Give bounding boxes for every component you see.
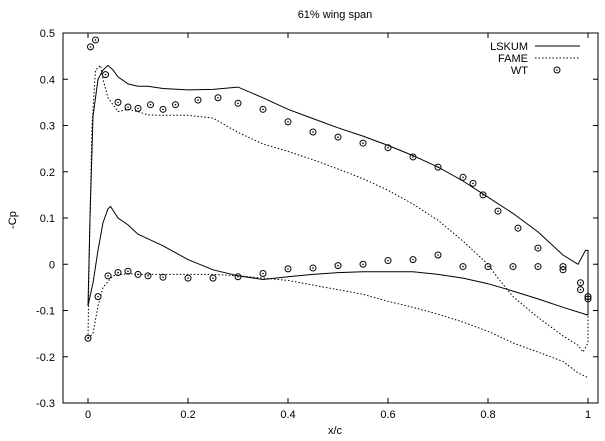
- series-wt-point-center: [387, 147, 389, 149]
- series-wt-point-center: [312, 267, 314, 269]
- series-wt-point-center: [175, 104, 177, 106]
- series-wt-point-center: [312, 131, 314, 133]
- series-wt-point-center: [517, 227, 519, 229]
- series-wt-point-center: [87, 337, 89, 339]
- x-tick-label: 0.8: [480, 409, 495, 421]
- series-wt-point-center: [337, 136, 339, 138]
- series-wt-point-center: [127, 106, 129, 108]
- series-wt-point-center: [412, 156, 414, 158]
- series-wt-point-center: [95, 39, 97, 41]
- series-wt-point-center: [412, 259, 414, 261]
- x-tick-label: 0.6: [380, 409, 395, 421]
- y-tick-label: 0.4: [40, 74, 55, 86]
- series-wt-point-center: [237, 276, 239, 278]
- series-wt-point-center: [150, 104, 152, 106]
- series-wt-point-center: [105, 74, 107, 76]
- series-wt-point-center: [387, 260, 389, 262]
- series-wt-point-center: [362, 142, 364, 144]
- series-wt-point-center: [562, 269, 564, 271]
- x-tick-label: 1: [585, 409, 591, 421]
- y-tick-label: 0.3: [40, 121, 55, 133]
- y-axis-label: -Cp: [7, 211, 19, 229]
- y-tick-label: 0.5: [40, 28, 55, 40]
- legend-label-fame: FAME: [498, 53, 528, 65]
- series-wt-point-center: [537, 247, 539, 249]
- series-wt-point-center: [162, 276, 164, 278]
- series-wt-point-center: [487, 266, 489, 268]
- y-tick-label: -0.2: [36, 352, 55, 364]
- series-wt-point-center: [462, 266, 464, 268]
- legend-label-lskum: LSKUM: [490, 41, 528, 53]
- x-tick-label: 0: [85, 409, 91, 421]
- series-wt-point-center: [107, 275, 109, 277]
- legend-label-wt: WT: [511, 65, 528, 77]
- series-wt-point-center: [162, 109, 164, 111]
- series-wt-point-center: [482, 194, 484, 196]
- series-wt-point-center: [197, 99, 199, 101]
- x-axis-label: x/c: [328, 425, 343, 437]
- series-wt-point-center: [287, 268, 289, 270]
- series-wt-point-center: [337, 265, 339, 267]
- series-wt-point-center: [437, 254, 439, 256]
- series-wt-point-center: [437, 166, 439, 168]
- series-wt-point-center: [137, 274, 139, 276]
- y-tick-label: -0.1: [36, 306, 55, 318]
- legend-marker-wt-center: [556, 69, 558, 71]
- series-wt-point-center: [217, 97, 219, 99]
- series-wt-point-center: [362, 263, 364, 265]
- series-wt-point-center: [127, 270, 129, 272]
- chart-title: 61% wing span: [298, 9, 373, 21]
- y-tick-label: -0.3: [36, 398, 55, 410]
- x-tick-label: 0.4: [280, 409, 295, 421]
- series-wt-point-center: [472, 183, 474, 185]
- series-wt-point-center: [580, 282, 582, 284]
- series-wt-point-center: [90, 46, 92, 48]
- series-wt-point-center: [187, 277, 189, 279]
- y-tick-label: 0: [49, 259, 55, 271]
- series-wt-point-center: [287, 121, 289, 123]
- series-wt-point-center: [580, 289, 582, 291]
- y-tick-label: 0.2: [40, 167, 55, 179]
- series-wt-point-center: [497, 210, 499, 212]
- series-wt-point-center: [137, 108, 139, 110]
- series-wt-point-center: [237, 103, 239, 105]
- series-wt-point-center: [587, 296, 589, 298]
- x-tick-label: 0.2: [180, 409, 195, 421]
- series-wt-point-center: [262, 109, 264, 111]
- series-wt-point-center: [117, 272, 119, 274]
- series-wt-point-center: [262, 273, 264, 275]
- series-wt-point-center: [462, 177, 464, 179]
- series-wt-point-center: [147, 275, 149, 277]
- series-wt-point-center: [512, 266, 514, 268]
- y-tick-label: 0.1: [40, 213, 55, 225]
- series-wt-point-center: [97, 296, 99, 298]
- series-wt-point-center: [117, 102, 119, 104]
- series-wt-point-center: [537, 266, 539, 268]
- series-wt-point-center: [212, 277, 214, 279]
